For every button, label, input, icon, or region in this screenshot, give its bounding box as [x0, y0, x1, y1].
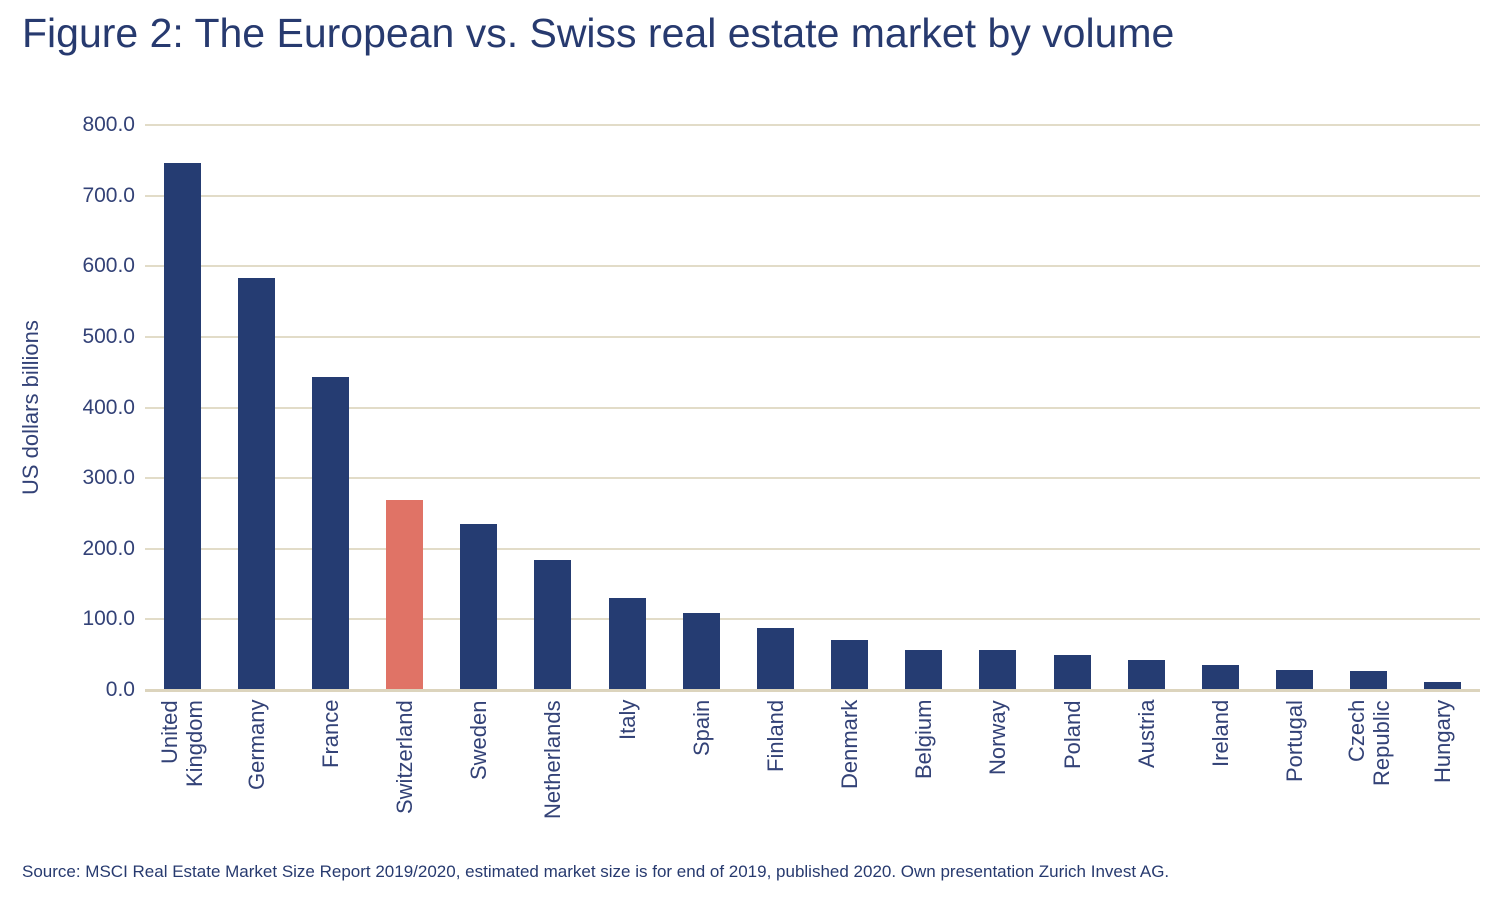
x-tick-label-germany: Germany [219, 700, 293, 862]
gridline [145, 618, 1480, 621]
x-tick-label-text: Netherlands [540, 700, 566, 819]
y-tick-label: 0.0 [105, 678, 135, 701]
bar-italy [608, 598, 646, 690]
bar-ireland [1201, 665, 1239, 690]
bar-poland [1053, 654, 1091, 690]
bar-switzerland [386, 500, 424, 690]
bar-czech-republic [1350, 670, 1388, 690]
x-tick-label-text: France [317, 700, 343, 769]
gridline [145, 194, 1480, 197]
x-tick-label-text: Switzerland [392, 700, 418, 814]
x-tick-label-hungary: Hungary [1406, 700, 1480, 862]
x-tick-label-finland: Finland [738, 700, 812, 862]
source-note: Source: MSCI Real Estate Market Size Rep… [22, 862, 1170, 881]
bar-portugal [1276, 670, 1314, 690]
gridline [145, 265, 1480, 268]
x-tick-label-switzerland: Switzerland [368, 700, 442, 862]
x-axis-line [145, 689, 1480, 692]
x-tick-label-text: Denmark [837, 700, 863, 790]
x-tick-label-text: Czech Republic [1343, 700, 1394, 786]
bar-finland [756, 628, 794, 690]
x-tick-label-text: Ireland [1207, 700, 1233, 768]
x-tick-label-poland: Poland [1035, 700, 1109, 862]
x-tick-label-czech-republic: Czech Republic [1332, 700, 1406, 862]
bar-norway [979, 650, 1017, 690]
x-tick-label-austria: Austria [1109, 700, 1183, 862]
y-tick-label: 400.0 [82, 395, 135, 419]
x-tick-label-text: Sweden [466, 700, 492, 780]
x-tick-label-united-kingdom: United Kingdom [145, 700, 219, 862]
gridline [145, 477, 1480, 480]
bar-denmark [831, 639, 869, 690]
x-tick-label-portugal: Portugal [1258, 700, 1332, 862]
x-tick-label-text: Poland [1059, 700, 1085, 769]
x-tick-label-text: Norway [985, 700, 1011, 775]
y-tick-label: 500.0 [82, 324, 135, 348]
x-tick-label-denmark: Denmark [813, 700, 887, 862]
y-tick-label: 800.0 [82, 113, 135, 136]
x-tick-label-netherlands: Netherlands [516, 700, 590, 862]
x-tick-label-text: Germany [243, 700, 269, 791]
x-tick-label-spain: Spain [664, 700, 738, 862]
bar-france [311, 376, 349, 690]
y-tick-label: 300.0 [82, 466, 135, 490]
bar-spain [682, 613, 720, 690]
x-tick-label-sweden: Sweden [442, 700, 516, 862]
bar-germany [237, 277, 275, 690]
bar-austria [1127, 660, 1165, 690]
gridline [145, 124, 1480, 126]
gridline [145, 335, 1480, 338]
y-tick-label: 200.0 [82, 536, 135, 560]
y-tick-label: 100.0 [82, 607, 135, 631]
x-tick-label-belgium: Belgium [887, 700, 961, 862]
x-tick-label-france: France [293, 700, 367, 862]
x-tick-label-text: Italy [614, 700, 640, 741]
x-tick-label-text: Belgium [911, 700, 937, 780]
x-tick-label-text: Austria [1133, 700, 1159, 769]
bar-united-kingdom [163, 162, 201, 690]
x-tick-label-text: Finland [762, 700, 788, 773]
x-tick-label-text: Portugal [1282, 700, 1308, 782]
x-tick-label-text: Spain [688, 700, 714, 757]
x-tick-label-italy: Italy [590, 700, 664, 862]
bar-sweden [460, 523, 498, 690]
y-tick-label: 700.0 [82, 183, 135, 207]
bar-hungary [1424, 682, 1462, 690]
x-tick-label-ireland: Ireland [1183, 700, 1257, 862]
gridline [145, 406, 1480, 409]
gridline [145, 547, 1480, 550]
x-tick-label-text: Hungary [1430, 700, 1456, 784]
x-tick-label-norway: Norway [961, 700, 1035, 862]
y-tick-label: 600.0 [82, 254, 135, 278]
bar-netherlands [534, 559, 572, 690]
bar-belgium [905, 649, 943, 690]
chart-title: Figure 2: The European vs. Swiss real es… [22, 10, 1175, 56]
x-tick-label-text: United Kingdom [157, 700, 208, 787]
